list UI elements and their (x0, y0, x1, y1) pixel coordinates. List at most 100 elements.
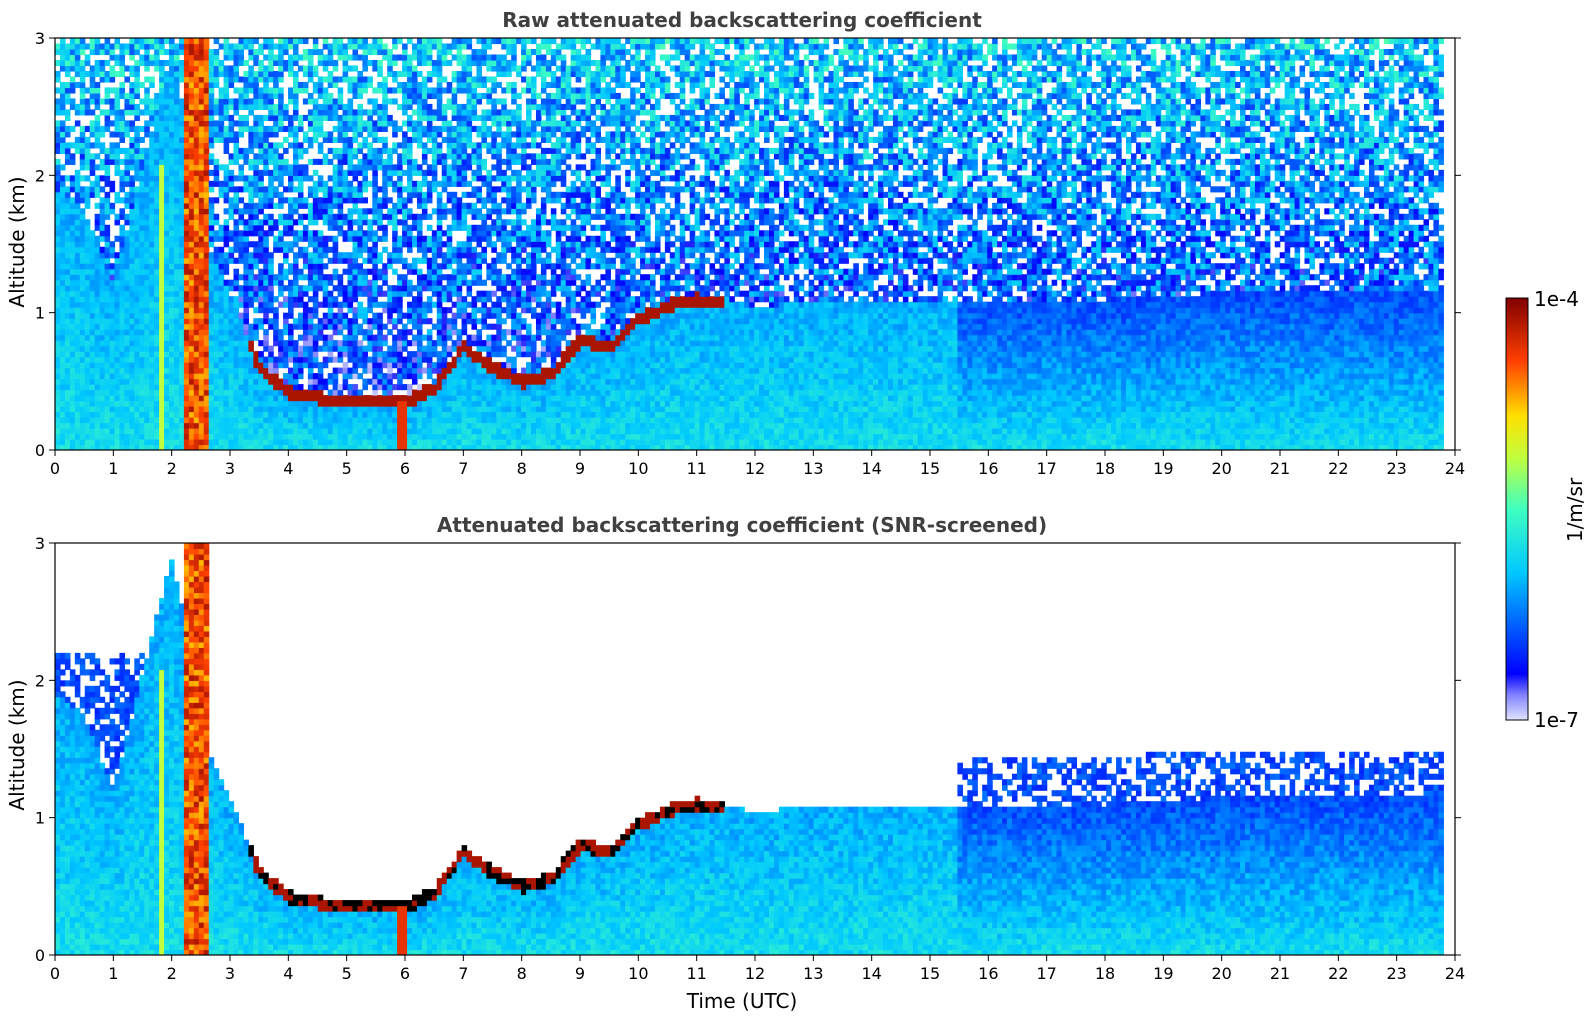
heatmap-cell (307, 279, 314, 286)
heatmap-cell (183, 213, 190, 220)
heatmap-cell (183, 389, 190, 396)
heatmap-cell (178, 65, 185, 72)
heatmap-cell (412, 43, 418, 50)
heatmap-cell (412, 169, 418, 176)
heatmap-cell (397, 406, 403, 413)
heatmap-cell (164, 131, 170, 138)
heatmap-cell (446, 307, 453, 314)
heatmap-cell (357, 120, 364, 127)
heatmap-cell (253, 329, 259, 336)
heatmap-cell (154, 202, 160, 209)
heatmap-cell (322, 59, 329, 67)
heatmap-cell (124, 65, 130, 72)
heatmap-cell (446, 263, 453, 270)
heatmap-cell (367, 224, 373, 231)
heatmap-cell (441, 389, 448, 396)
heatmap-cell (149, 153, 155, 160)
heatmap-cell (89, 70, 96, 78)
heatmap-cell (178, 323, 185, 330)
heatmap-cell (253, 142, 259, 149)
heatmap-cell (436, 351, 443, 358)
heatmap-cell (159, 213, 165, 220)
heatmap-cell (203, 378, 210, 385)
heatmap-cell (268, 395, 274, 402)
heatmap-cell (382, 378, 388, 385)
heatmap-cell (139, 345, 145, 352)
heatmap-cell (183, 345, 190, 352)
heatmap-cell (263, 340, 269, 347)
heatmap-cell (154, 285, 160, 292)
heatmap-cell (198, 147, 205, 154)
heatmap-cell (74, 246, 81, 253)
heatmap-cell (248, 224, 254, 231)
heatmap-cell (174, 230, 180, 237)
heatmap-cell (263, 169, 269, 176)
heatmap-cell (263, 202, 269, 209)
heatmap-cell (74, 340, 81, 347)
heatmap-cell (421, 318, 428, 325)
heatmap-cell (99, 246, 106, 253)
heatmap-cell (273, 307, 279, 314)
heatmap-cell (307, 274, 314, 281)
heatmap-cell (233, 230, 240, 237)
heatmap-cell (193, 384, 200, 391)
heatmap-cell (198, 290, 205, 297)
heatmap-cell (99, 301, 106, 308)
heatmap-cell (208, 186, 215, 193)
heatmap-cell (288, 378, 294, 385)
heatmap-cell (198, 318, 205, 325)
heatmap-cell (382, 164, 388, 171)
heatmap-cell (297, 246, 304, 253)
heatmap-cell (362, 136, 368, 143)
heatmap-cell (154, 246, 160, 253)
heatmap-cell (74, 367, 81, 374)
heatmap-cell (79, 136, 86, 143)
heatmap-cell (263, 147, 269, 154)
heatmap-cell (273, 439, 279, 446)
heatmap-cell (154, 125, 160, 132)
heatmap-cell (198, 175, 205, 182)
heatmap-cell (243, 301, 249, 308)
heatmap-cell (243, 98, 249, 105)
heatmap-cell (337, 384, 344, 391)
heatmap-cell (312, 87, 319, 94)
heatmap-cell (174, 406, 180, 413)
heatmap-cell (59, 268, 66, 275)
heatmap-cell (164, 433, 170, 440)
heatmap-cell (362, 43, 368, 50)
heatmap-cell (149, 411, 155, 418)
heatmap-cell (332, 340, 339, 347)
heatmap-cell (278, 411, 284, 418)
heatmap-cell (134, 70, 140, 78)
heatmap-cell (352, 263, 359, 270)
heatmap-cell (312, 158, 319, 165)
heatmap-cell (347, 257, 354, 264)
heatmap-cell (332, 252, 339, 259)
heatmap-cell (64, 43, 71, 50)
heatmap-cell (69, 202, 76, 209)
heatmap-cell (69, 395, 76, 402)
heatmap-cell (446, 422, 453, 429)
heatmap-cell (283, 318, 289, 325)
heatmap-cell (337, 153, 344, 160)
heatmap-cell (74, 312, 81, 319)
heatmap-cell (436, 147, 443, 154)
heatmap-cell (347, 389, 354, 396)
heatmap-cell (99, 268, 106, 275)
heatmap-cell (193, 70, 200, 78)
heatmap-cell (198, 406, 205, 413)
heatmap-cell (188, 213, 195, 220)
heatmap-cell (193, 38, 200, 45)
heatmap-cell (312, 340, 319, 347)
heatmap-cell (134, 422, 140, 429)
heatmap-cell (144, 406, 150, 413)
heatmap-cell (263, 274, 269, 281)
heatmap-cell (337, 208, 344, 215)
heatmap-cell (203, 197, 210, 204)
heatmap-cell (416, 318, 423, 325)
heatmap-cell (149, 406, 155, 413)
heatmap-cell (164, 406, 170, 413)
heatmap-cell (357, 274, 364, 281)
heatmap-cell (273, 131, 279, 138)
heatmap-cell (169, 373, 175, 380)
